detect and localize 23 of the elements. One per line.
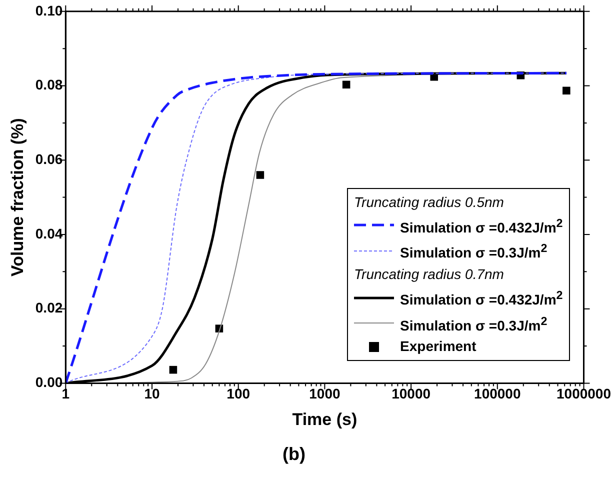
y-tick-label: 0.08 <box>35 76 63 93</box>
x-tick-label: 1000 <box>309 385 340 402</box>
y-tick-label: 0.02 <box>35 300 63 316</box>
legend-label: Experiment <box>400 337 476 356</box>
x-tick-label: 100 <box>226 385 250 402</box>
y-tick-label: 0.00 <box>35 374 63 390</box>
annotation: Truncating radius 0.7nm <box>354 264 505 284</box>
x-tick-label: 1000000 <box>556 385 612 402</box>
annotation: Truncating radius 0.5nm <box>354 192 505 212</box>
y-tick-label: 0.10 <box>35 2 63 18</box>
legend-label: Simulation σ =0.3J/m$^{2}$ <box>400 314 548 336</box>
y-axis-title: Volume fraction (%) <box>8 118 27 276</box>
legend-label: Simulation σ =0.432J/m$^{2}$ <box>400 216 563 238</box>
text: (b) <box>282 444 306 464</box>
legend-label: Simulation σ =0.432J/m$^{2}$ <box>400 288 563 310</box>
y-tick-label: 0.06 <box>35 150 63 167</box>
x-tick-label: 100000 <box>474 385 521 402</box>
x-tick-label: 1 <box>62 385 70 402</box>
legend-label: Simulation σ =0.3J/m$^{2}$ <box>400 241 548 263</box>
x-tick-label: 10 <box>144 385 160 402</box>
x-axis-title: Time (s) <box>292 410 358 429</box>
y-tick-label: 0.04 <box>35 225 63 242</box>
x-tick-label: 10000 <box>392 385 431 402</box>
